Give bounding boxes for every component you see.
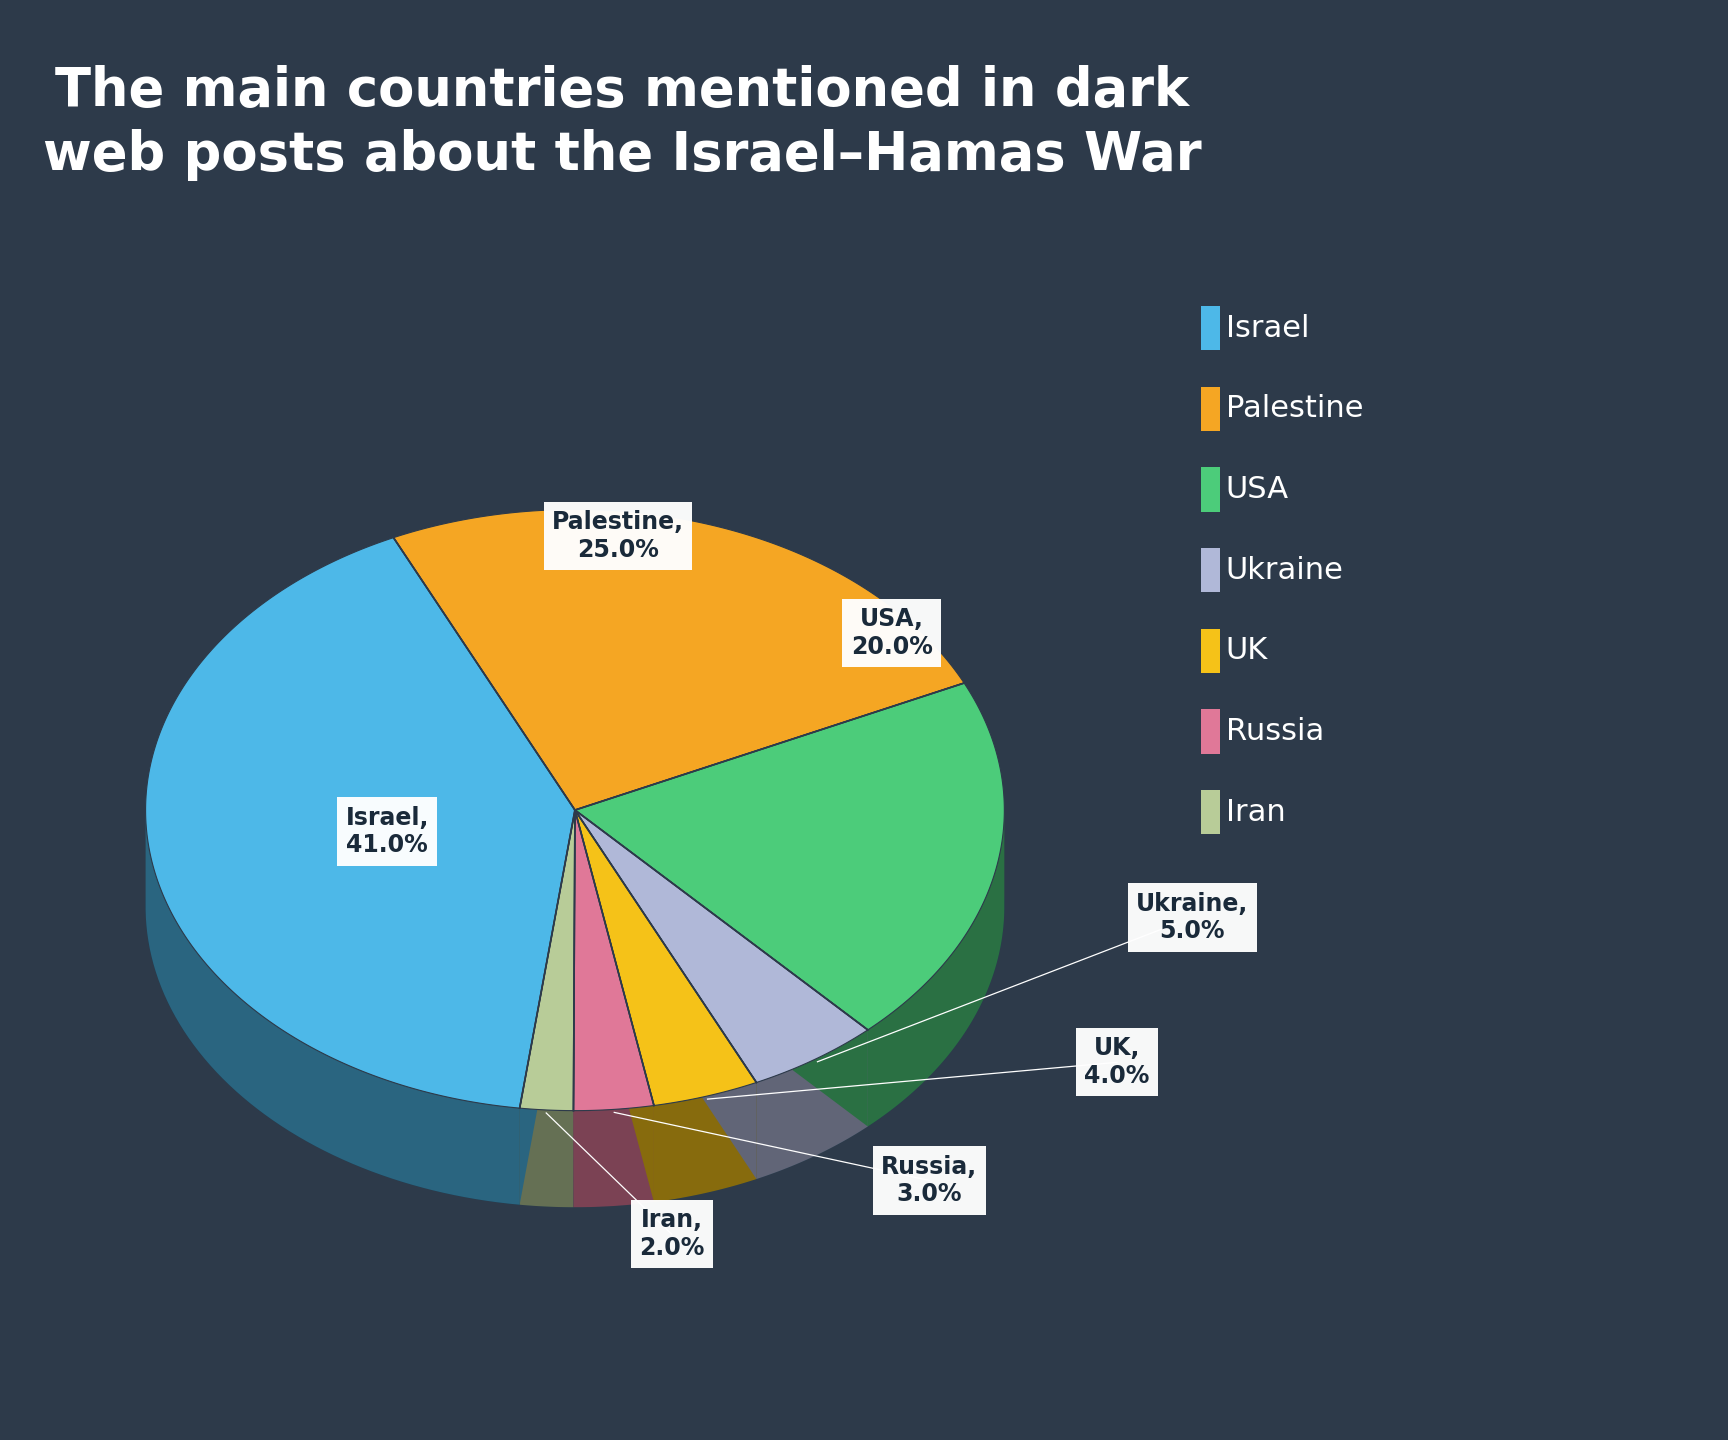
Polygon shape — [575, 811, 757, 1179]
Text: USA,
20.0%: USA, 20.0% — [850, 608, 933, 660]
Text: Ukraine,
5.0%: Ukraine, 5.0% — [1135, 891, 1248, 943]
Polygon shape — [520, 1109, 574, 1207]
Text: Israel: Israel — [1225, 314, 1310, 343]
Polygon shape — [520, 811, 575, 1205]
Bar — [1201, 791, 1220, 834]
Polygon shape — [653, 1083, 757, 1202]
Polygon shape — [575, 811, 757, 1179]
Polygon shape — [575, 683, 1004, 1030]
Polygon shape — [575, 811, 653, 1202]
Text: Russia,
3.0%: Russia, 3.0% — [881, 1155, 978, 1207]
Polygon shape — [575, 811, 653, 1202]
Polygon shape — [574, 811, 653, 1110]
Bar — [1201, 387, 1220, 431]
Polygon shape — [575, 811, 867, 1126]
Text: Palestine: Palestine — [1225, 395, 1363, 423]
Polygon shape — [145, 537, 575, 1109]
Text: UK: UK — [1225, 636, 1268, 665]
Bar — [1201, 468, 1220, 511]
Text: The main countries mentioned in dark
web posts about the Israel–Hamas War: The main countries mentioned in dark web… — [43, 65, 1201, 181]
Bar — [1201, 710, 1220, 753]
Ellipse shape — [145, 606, 1004, 1207]
Bar — [1201, 629, 1220, 672]
Text: Iran: Iran — [1225, 798, 1286, 827]
Text: Russia: Russia — [1225, 717, 1324, 746]
Text: UK,
4.0%: UK, 4.0% — [1085, 1037, 1149, 1089]
Polygon shape — [520, 811, 575, 1110]
Polygon shape — [575, 811, 757, 1106]
Polygon shape — [574, 1106, 653, 1207]
Text: Iran,
2.0%: Iran, 2.0% — [639, 1208, 705, 1260]
Bar — [1201, 549, 1220, 592]
Text: Ukraine: Ukraine — [1225, 556, 1344, 585]
Polygon shape — [575, 811, 867, 1126]
Polygon shape — [575, 811, 867, 1083]
Polygon shape — [520, 811, 575, 1205]
Text: Israel,
41.0%: Israel, 41.0% — [346, 805, 429, 857]
Polygon shape — [394, 510, 964, 811]
Polygon shape — [145, 814, 520, 1205]
Text: Palestine,
25.0%: Palestine, 25.0% — [551, 510, 684, 562]
Polygon shape — [867, 812, 1004, 1126]
Text: USA: USA — [1225, 475, 1289, 504]
Bar — [1201, 307, 1220, 350]
Polygon shape — [757, 1030, 867, 1179]
